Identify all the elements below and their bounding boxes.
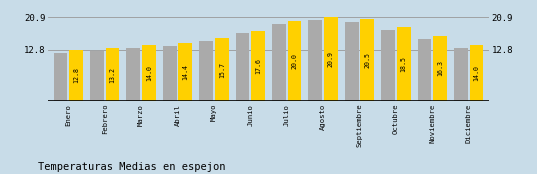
Text: 20.0: 20.0 <box>292 53 297 69</box>
Bar <box>106 48 119 101</box>
Text: 17.6: 17.6 <box>255 58 261 74</box>
Text: 14.0: 14.0 <box>474 65 480 81</box>
Text: 18.5: 18.5 <box>401 56 407 72</box>
Bar <box>360 19 374 101</box>
Bar <box>142 45 156 101</box>
Bar <box>236 33 249 101</box>
Bar <box>251 31 265 101</box>
Bar <box>381 30 395 101</box>
Text: 14.0: 14.0 <box>146 65 152 81</box>
Bar <box>345 22 359 101</box>
Bar <box>397 27 411 101</box>
Text: 20.9: 20.9 <box>328 51 334 67</box>
Bar <box>433 36 447 101</box>
Bar <box>454 48 468 101</box>
Bar <box>418 39 431 101</box>
Bar <box>90 51 104 101</box>
Bar <box>308 20 322 101</box>
Bar <box>324 17 338 101</box>
Text: 16.3: 16.3 <box>437 60 443 76</box>
Bar <box>469 45 483 101</box>
Text: 14.4: 14.4 <box>183 64 188 80</box>
Bar <box>272 24 286 101</box>
Bar <box>69 50 83 101</box>
Text: Temperaturas Medias en espejon: Temperaturas Medias en espejon <box>38 162 225 172</box>
Text: 12.8: 12.8 <box>73 67 79 83</box>
Bar <box>163 46 177 101</box>
Bar <box>199 41 213 101</box>
Text: 15.7: 15.7 <box>219 62 225 78</box>
Bar <box>54 53 68 101</box>
Bar <box>215 38 229 101</box>
Text: 13.2: 13.2 <box>110 66 115 82</box>
Bar <box>126 48 140 101</box>
Text: 20.5: 20.5 <box>364 52 371 68</box>
Bar <box>288 21 301 101</box>
Bar <box>178 43 192 101</box>
